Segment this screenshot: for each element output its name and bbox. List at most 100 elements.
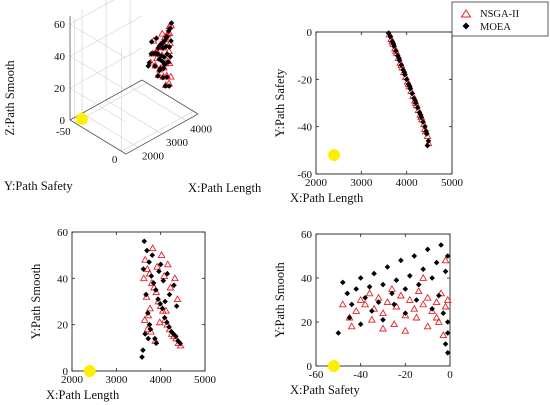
highlight-point <box>75 112 88 125</box>
moea-point <box>168 38 174 44</box>
moea-point <box>150 280 157 286</box>
moea-point <box>146 259 152 265</box>
moea-point <box>340 279 346 286</box>
moea-point <box>157 301 164 307</box>
moea-point <box>407 273 413 279</box>
x-tick-label: 4000 <box>190 124 213 136</box>
moea-point <box>357 321 364 327</box>
moea-point <box>385 30 392 36</box>
moea-point <box>143 291 149 298</box>
nsga-ii-point <box>142 292 151 300</box>
y-tick-label: 0 <box>307 27 313 39</box>
moea-point <box>396 55 402 61</box>
moea-point <box>366 284 373 290</box>
moea-point <box>155 296 161 302</box>
panel-length-vs-safety: 2000 3000 4000 5000 -60 -40 -20 0 X:Path Length Y… <box>273 27 464 205</box>
moea-point <box>166 44 173 50</box>
moea-point <box>440 310 447 316</box>
moea-point <box>164 270 171 277</box>
moea-point <box>401 69 408 76</box>
moea-point <box>160 74 166 81</box>
x-tick-label: 3000 <box>350 177 373 189</box>
moea-point <box>166 324 172 330</box>
moea-point <box>148 39 155 45</box>
moea-point <box>389 38 395 45</box>
x-axis-label: X:Path Length <box>46 388 120 402</box>
moea-point <box>161 314 168 321</box>
y-tick-label: -50 <box>56 126 71 138</box>
moea-point <box>167 53 174 60</box>
grid-line <box>69 87 127 123</box>
moea-point <box>424 246 431 253</box>
moea-point <box>148 273 155 279</box>
moea-point <box>353 286 359 292</box>
moea-point <box>390 41 397 47</box>
nsga-ii-point <box>412 313 421 321</box>
z-axis-label: Z:Path Smooth <box>3 60 17 136</box>
nsga-ii-point <box>338 300 347 308</box>
nsga-ii-point <box>352 306 361 314</box>
moea-point <box>161 54 168 60</box>
x-tick-label: -60 <box>309 369 324 381</box>
moea-point <box>139 354 145 360</box>
nsga-ii-point <box>374 293 383 301</box>
moea-point <box>416 109 423 116</box>
moea-point <box>161 38 168 44</box>
y-axis-line <box>69 119 127 155</box>
moea-point <box>159 58 166 65</box>
moea-point <box>346 314 353 321</box>
moea-point <box>144 247 150 254</box>
nsga-ii-point <box>153 262 162 270</box>
moea-point <box>429 275 435 281</box>
nsga-ii-point <box>419 300 428 308</box>
nsga-ii-point <box>141 255 150 263</box>
y-tick-label: 20 <box>57 320 69 332</box>
y-tick-label: 0 <box>112 154 118 166</box>
moea-point <box>152 335 158 342</box>
moea-point <box>391 301 397 308</box>
grid-line <box>121 110 194 152</box>
moea-point <box>166 291 173 298</box>
moea-point <box>145 335 152 342</box>
moea-point <box>145 63 152 69</box>
moea-point <box>402 310 409 316</box>
y-tick-label: 60 <box>57 227 69 239</box>
moea-point <box>152 287 159 293</box>
moea-point <box>140 347 146 353</box>
moea-point <box>177 340 183 346</box>
moea-point <box>393 277 400 283</box>
moea-point <box>438 242 444 248</box>
nsga-ii-point <box>170 274 179 282</box>
moea-point <box>164 74 170 80</box>
moea-point <box>165 28 172 34</box>
nsga-ii-point <box>173 295 182 303</box>
nsga-ii-point <box>441 302 450 310</box>
x-tick-label: -20 <box>398 369 413 381</box>
nsga-ii-point <box>443 295 452 303</box>
x-tick-label: 2000 <box>142 150 165 162</box>
moea-point <box>142 331 148 337</box>
moea-point <box>156 67 163 74</box>
moea-point <box>442 341 449 347</box>
moea-point <box>171 282 177 289</box>
legend: NSGA-II MOEA <box>451 1 549 37</box>
nsga-ii-point <box>390 320 399 328</box>
moea-point <box>165 59 171 65</box>
x-axis-label: X:Path Safety <box>290 383 361 397</box>
moea-point <box>156 56 163 62</box>
nsga-ii-point <box>405 295 414 303</box>
nsga-ii-point <box>146 327 155 335</box>
legend-label-moea: MOEA <box>480 22 511 33</box>
moea-point <box>407 83 413 90</box>
x-axis-line <box>125 113 199 155</box>
nsga-ii-point <box>401 311 410 319</box>
nsga-ii-point <box>367 315 376 323</box>
moea-point <box>411 253 418 259</box>
panel-length-vs-smooth: 2000 3000 4000 5000 0 20 40 60 X:Path Length Y:Pa… <box>29 227 217 402</box>
nsga-ii-point <box>439 331 448 339</box>
moea-point <box>170 331 177 337</box>
legend-marker-nsga-ii <box>460 9 472 18</box>
moea-point <box>163 43 169 50</box>
moea-point <box>371 270 377 277</box>
y-tick-label: 60 <box>301 229 313 241</box>
